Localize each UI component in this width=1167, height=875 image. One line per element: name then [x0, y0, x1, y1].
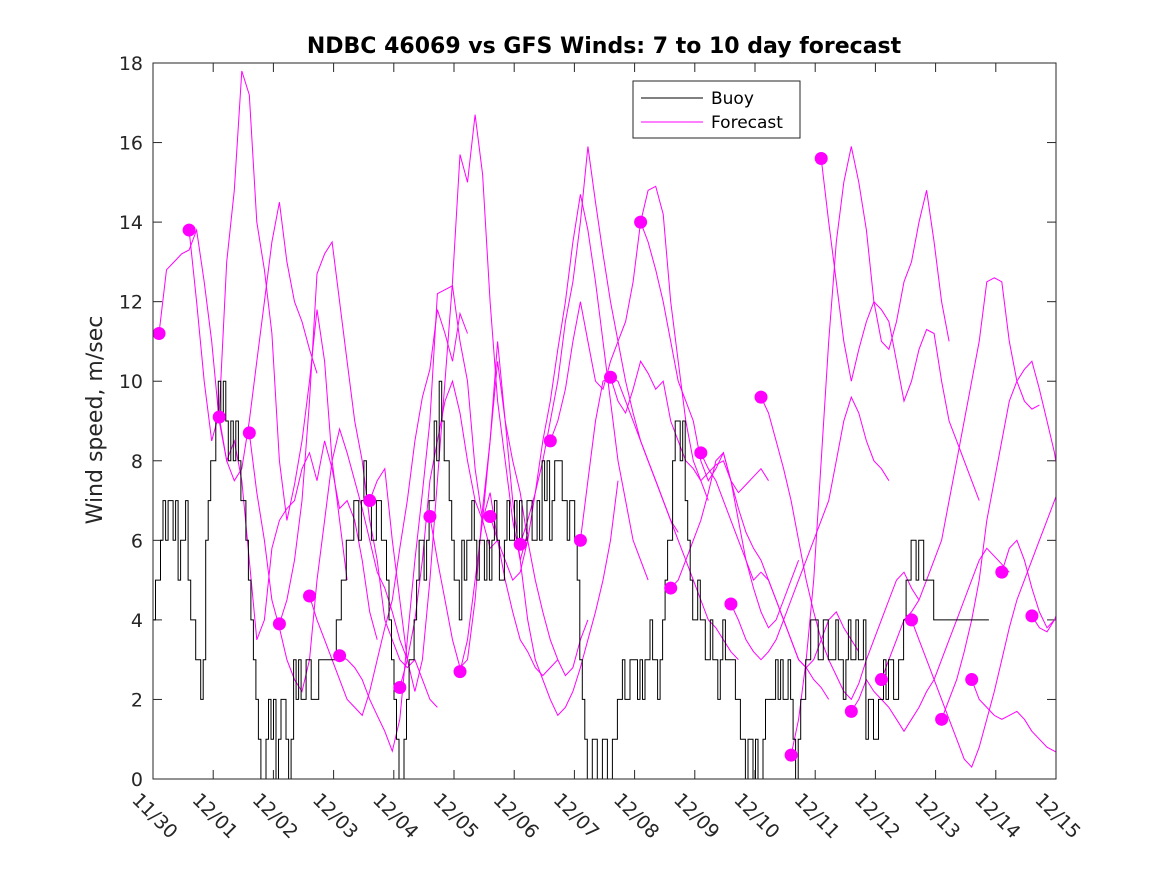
forecast-marker: [453, 665, 467, 679]
forecast-marker: [995, 565, 1009, 579]
forecast-marker: [754, 390, 768, 404]
y-tick-label: 8: [131, 451, 143, 473]
forecast-marker: [242, 426, 256, 440]
forecast-line: [248, 427, 408, 693]
forecast-line: [700, 452, 860, 669]
forecast-marker: [333, 649, 347, 663]
forecast-line: [640, 221, 800, 629]
y-tick-label: 14: [119, 212, 143, 234]
forecast-line: [1031, 615, 1055, 633]
forecast-line: [790, 146, 950, 756]
forecast-marker: [935, 712, 949, 726]
y-axis-label: Wind speed, m/sec: [83, 316, 108, 525]
forecast-marker: [212, 410, 226, 424]
forecast-marker: [152, 326, 166, 340]
forecast-line: [820, 158, 980, 501]
y-tick-label: 6: [131, 530, 143, 552]
forecast-marker: [513, 537, 527, 551]
y-tick-label: 12: [119, 292, 143, 314]
forecast-marker: [303, 589, 317, 603]
y-tick-label: 2: [131, 689, 143, 711]
forecast-marker: [423, 509, 437, 523]
forecast-line: [850, 547, 1010, 733]
forecast-marker: [363, 494, 377, 508]
forecast-line: [610, 360, 769, 494]
y-tick-label: 10: [119, 371, 143, 393]
forecast-line: [760, 396, 920, 701]
y-tick-label: 4: [131, 610, 143, 632]
buoy-line: [153, 380, 989, 779]
legend-forecast-label: Forecast: [711, 113, 783, 133]
legend-buoy-label: Buoy: [711, 89, 754, 109]
forecast-marker: [784, 748, 798, 762]
forecast-marker: [724, 597, 738, 611]
plot-area-border: [152, 62, 1057, 780]
forecast-line: [158, 202, 318, 482]
forecast-line: [489, 194, 649, 582]
forecast-line: [1001, 539, 1056, 629]
forecast-line: [429, 361, 589, 677]
legend-box: [632, 80, 801, 139]
forecast-markers: [152, 151, 1039, 762]
forecast-marker: [182, 223, 196, 237]
forecast-marker: [573, 533, 587, 547]
legend: Buoy Forecast: [632, 80, 801, 139]
forecast-marker: [483, 509, 497, 523]
forecast-line: [730, 395, 890, 661]
forecast-line: [278, 240, 438, 708]
forecast-marker: [844, 704, 858, 718]
forecast-marker: [393, 681, 407, 695]
forecast-marker: [664, 581, 678, 595]
forecast-line: [369, 114, 529, 692]
buoy-series: [153, 380, 989, 779]
forecast-line: [971, 679, 1056, 753]
forecast-marker: [694, 446, 708, 460]
y-ticks: 0 2 4 6 8 10 12 14 16 18: [119, 53, 1056, 791]
forecast-marker: [905, 613, 919, 627]
forecast-line: [459, 341, 619, 717]
forecast-marker: [272, 617, 286, 631]
forecast-marker: [604, 370, 618, 384]
chart-title: NDBC 46069 vs GFS Winds: 7 to 10 day for…: [307, 34, 902, 59]
forecast-marker: [965, 673, 979, 687]
forecast-line: [911, 495, 1056, 769]
y-tick-label: 18: [119, 53, 143, 75]
forecast-marker: [814, 151, 828, 165]
forecast-marker: [1025, 609, 1039, 623]
forecast-marker: [874, 673, 888, 687]
y-tick-label: 16: [119, 133, 143, 155]
forecast-marker: [634, 215, 648, 229]
forecast-marker: [543, 434, 557, 448]
forecast-line: [941, 360, 1056, 720]
forecast-line: [339, 285, 498, 753]
y-tick-label: 0: [131, 769, 143, 791]
